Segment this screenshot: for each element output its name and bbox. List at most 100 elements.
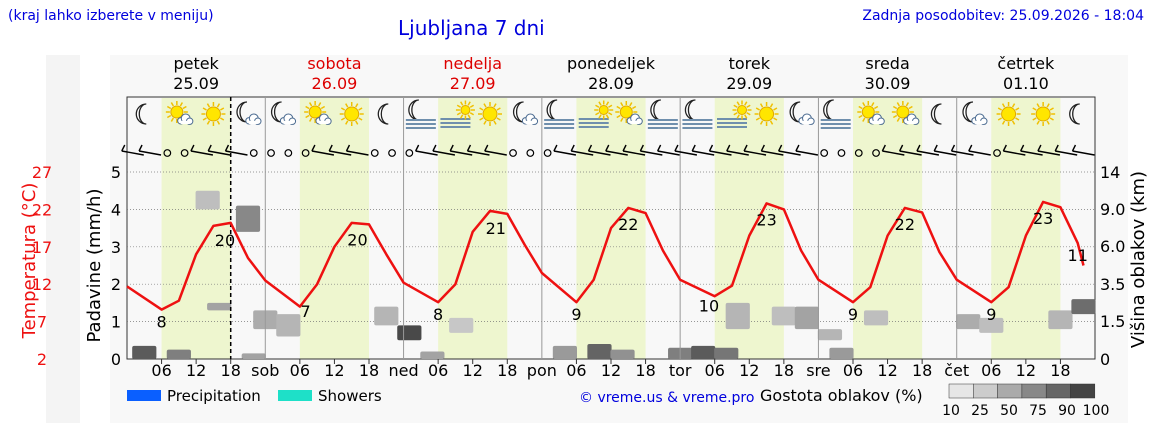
sky-icon-sun <box>1031 102 1056 126</box>
sun-ray <box>1046 103 1050 108</box>
cloud-icon <box>798 113 815 125</box>
hour-label: 12 <box>1016 361 1036 380</box>
cloud-block <box>397 325 422 341</box>
sun-ray <box>908 105 913 110</box>
wind-calm-marker <box>388 149 396 157</box>
sun-ray <box>308 117 313 122</box>
sun-ray <box>598 114 602 119</box>
wind-feather <box>605 144 610 152</box>
wind-barb <box>190 144 214 156</box>
cloud-block <box>276 314 301 337</box>
wind-barb <box>432 144 456 156</box>
wind-barb <box>121 144 144 156</box>
sun-ray <box>493 103 497 108</box>
wind-shaft <box>934 150 957 156</box>
wind-feather <box>1071 144 1077 152</box>
temp-axis-title: Temperatura (°C) <box>19 183 40 340</box>
wind-calm-marker <box>526 149 535 157</box>
sky-icon-sun-cloud <box>304 101 332 125</box>
wind-feather <box>414 144 420 152</box>
cloud-block <box>132 345 157 359</box>
wind-barb <box>449 144 473 156</box>
wind-barb <box>950 144 974 156</box>
sun-ray <box>744 114 748 119</box>
temperature-label: 11 <box>1068 246 1088 265</box>
temp-tick-label: 12 <box>32 275 52 294</box>
wind-feather <box>691 144 696 152</box>
sun-ray <box>598 101 602 106</box>
cloud-density-swatch <box>997 383 1023 399</box>
sky-icon-cloud-moon <box>236 101 262 125</box>
sun-ray <box>460 101 464 106</box>
sun-ray <box>1001 120 1006 125</box>
cloud-block <box>725 302 750 330</box>
wind-barb <box>674 144 698 156</box>
sun-ray <box>308 102 313 107</box>
wind-shaft <box>743 150 767 156</box>
sun-ray <box>631 105 637 110</box>
sun-ray <box>773 117 778 121</box>
cloud-density-scale-label: 25 <box>971 403 989 419</box>
day-abbreviation: čet <box>944 361 969 380</box>
cloud-base <box>630 120 640 124</box>
wind-feather <box>760 144 765 152</box>
wind-calm-marker <box>837 149 846 157</box>
wind-feather <box>432 144 437 152</box>
wind-calm-marker <box>284 149 293 157</box>
day-name: sreda <box>865 54 909 73</box>
wind-shaft <box>467 150 490 156</box>
sun-ray <box>862 117 866 122</box>
cloud-block <box>714 347 739 359</box>
cloud-base <box>319 120 328 124</box>
wind-barb <box>898 144 922 156</box>
cloud-block <box>449 317 474 333</box>
sky-icon-sun <box>339 102 364 126</box>
sky-icon-sun-cloud <box>165 101 194 125</box>
wind-barb <box>777 144 801 156</box>
sky-icon-sun <box>201 102 226 126</box>
wind-barb <box>570 144 594 156</box>
wind-feather <box>1019 144 1025 152</box>
wind-barb <box>881 144 905 156</box>
sun-ray <box>456 104 462 108</box>
sun-ray <box>496 117 501 121</box>
wind-shaft <box>622 150 646 156</box>
sun-ray <box>905 102 910 107</box>
cloud-height-tick-label: 1.5 <box>1100 312 1125 331</box>
day-abbreviation: sre <box>806 361 830 380</box>
cloud-density-scale-label: 100 <box>1083 403 1110 419</box>
temperature-label: 22 <box>618 215 638 234</box>
sun-ray <box>479 117 484 121</box>
wind-feather <box>933 144 938 152</box>
cloud-block <box>1048 310 1073 330</box>
sun-ray <box>1032 107 1037 111</box>
wind-barb <box>1054 144 1078 156</box>
wind-barb <box>224 144 248 156</box>
wind-feather <box>898 144 904 152</box>
sun-ray <box>206 120 211 125</box>
wind-barb <box>138 144 162 156</box>
cloud-block <box>235 205 261 232</box>
wind-barb <box>605 144 628 156</box>
temperature-label: 20 <box>215 231 235 250</box>
hour-label: 18 <box>774 361 794 380</box>
sun-ray <box>896 102 901 107</box>
cloud-base <box>906 120 916 124</box>
sun-ray <box>496 107 501 111</box>
wind-feather <box>916 144 921 152</box>
wind-barb <box>795 144 819 156</box>
cloud-block <box>552 345 578 359</box>
wind-barb <box>587 144 611 156</box>
sun-ray <box>744 101 748 106</box>
hour-label: 12 <box>186 361 206 380</box>
wind-barb <box>691 144 715 156</box>
wind-barb <box>466 144 490 156</box>
wind-calm-marker <box>249 149 258 157</box>
sun-ray <box>769 120 774 125</box>
wind-feather <box>1037 144 1042 152</box>
cloud-block <box>979 317 1004 333</box>
sun-ray <box>493 120 497 125</box>
sky-icon-fog-moon <box>647 99 678 129</box>
hour-label: 18 <box>1050 361 1070 380</box>
